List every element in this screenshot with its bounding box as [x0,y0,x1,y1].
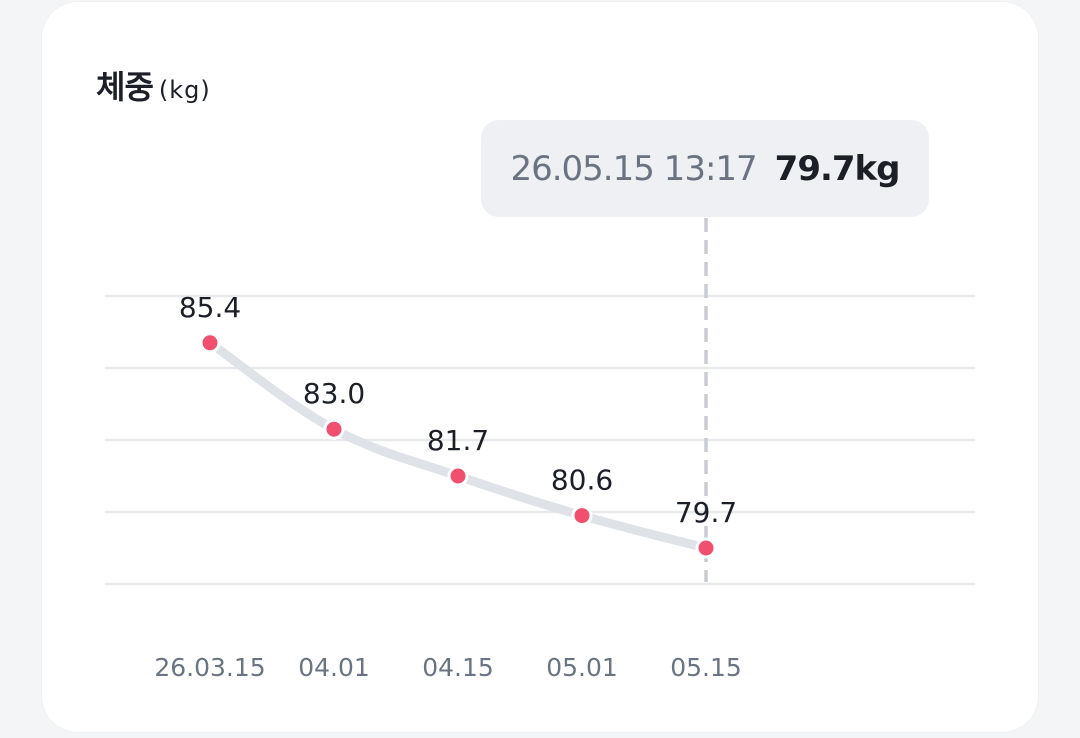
data-point[interactable] [695,537,717,559]
data-point[interactable] [571,505,593,527]
x-tick-label: 04.15 [422,653,494,682]
data-point[interactable] [447,465,469,487]
data-value-label: 80.6 [551,464,613,497]
chart-title-text: 체중 [96,68,154,106]
data-point[interactable] [323,418,345,440]
data-point[interactable] [199,332,221,354]
chart-unit: (kg) [158,76,211,104]
chart-title: 체중 (kg) [96,62,211,108]
x-tick-label: 26.03.15 [154,653,265,682]
data-value-label: 83.0 [303,377,365,410]
x-tick-label: 04.01 [298,653,370,682]
x-tick-label: 05.01 [546,653,618,682]
x-tick-label: 05.15 [670,653,742,682]
data-value-label: 79.7 [675,496,737,529]
selected-point-tooltip: 26.05.15 13:17 79.7kg [481,120,929,217]
tooltip-value: 79.7kg [774,148,901,189]
data-value-label: 81.7 [427,424,489,457]
data-value-label: 85.4 [179,291,241,324]
tooltip-datetime: 26.05.15 13:17 [510,148,757,189]
